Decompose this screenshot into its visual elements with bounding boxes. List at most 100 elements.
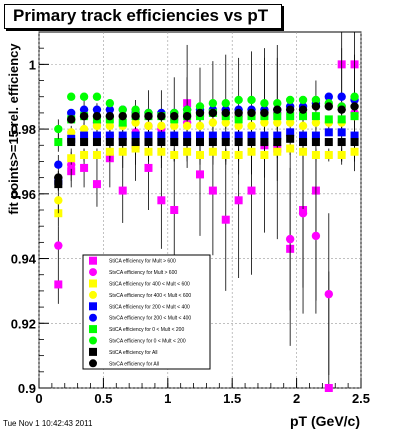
data-point (208, 131, 217, 140)
data-point (208, 99, 218, 108)
data-point (260, 108, 269, 118)
data-point (118, 131, 127, 140)
data-point (157, 131, 166, 140)
data-point (131, 105, 140, 114)
legend-marker (89, 290, 97, 299)
data-point (67, 128, 76, 137)
data-point (273, 99, 282, 108)
data-point (105, 105, 115, 114)
data-point (131, 138, 140, 147)
data-point (273, 118, 282, 127)
data-point (350, 147, 359, 156)
data-point (170, 138, 179, 147)
data-point (157, 147, 166, 156)
data-point (131, 111, 140, 121)
data-point (67, 92, 76, 101)
data-point (54, 241, 63, 250)
data-point (144, 131, 153, 140)
data-point (324, 289, 333, 299)
data-point (260, 138, 269, 147)
data-point (196, 138, 204, 147)
data-point (118, 105, 127, 114)
legend: StiCA efficiency for Mult > 600 StvCA eff… (82, 254, 211, 370)
data-point (92, 131, 101, 140)
data-point (208, 138, 217, 147)
data-point (118, 111, 127, 121)
data-point (299, 131, 308, 140)
data-point (234, 121, 243, 131)
data-point (247, 147, 256, 156)
data-point (260, 150, 269, 159)
data-point (337, 105, 346, 114)
data-point (54, 196, 63, 205)
y-axis-label: fit points>=15 rel. efficiency (6, 43, 21, 215)
data-point (350, 102, 359, 111)
data-point (324, 150, 333, 159)
data-point (144, 147, 153, 156)
data-point (311, 102, 321, 111)
data-point (105, 131, 114, 140)
data-point (144, 138, 153, 147)
data-point (337, 92, 346, 101)
data-point (144, 121, 153, 131)
data-point (221, 150, 230, 159)
data-point (195, 108, 205, 118)
data-point (67, 115, 76, 124)
data-point (311, 131, 320, 140)
data-point (247, 131, 256, 140)
data-point (324, 128, 333, 137)
data-point (221, 108, 230, 118)
data-point (105, 111, 115, 121)
data-point (311, 118, 321, 127)
data-point (221, 99, 230, 108)
data-point (247, 138, 256, 147)
data-point (260, 131, 269, 140)
data-point (105, 147, 114, 156)
data-point (337, 115, 346, 124)
data-point (92, 121, 102, 131)
legend-box (82, 254, 211, 370)
timestamp: Tue Nov 1 10:42:43 2011 (3, 419, 93, 428)
data-point (299, 138, 308, 147)
data-point (260, 99, 269, 108)
data-point (80, 131, 89, 140)
data-point (196, 170, 204, 179)
data-point (157, 196, 166, 205)
legend-label: StvCA efficiency for Mult > 600 (109, 270, 177, 276)
data-point (131, 144, 140, 153)
data-point (247, 108, 256, 118)
data-point (337, 138, 346, 147)
data-point (92, 150, 101, 159)
data-point (285, 105, 295, 114)
data-point (350, 92, 359, 101)
x-tick-label: 0.5 (94, 391, 112, 406)
x-tick-label: 1.5 (223, 391, 241, 406)
data-point (234, 115, 243, 124)
data-point (157, 138, 166, 147)
series-group (54, 134, 359, 191)
data-point (182, 105, 192, 114)
data-point (208, 186, 217, 195)
x-axis-label: pT (GeV/c) (290, 413, 360, 429)
data-point (118, 138, 127, 147)
data-point (350, 131, 359, 140)
x-tick-label: 1 (164, 391, 171, 406)
data-point (170, 111, 179, 121)
data-point (234, 131, 243, 140)
chart-title: Primary track efficiencies vs pT (13, 6, 269, 25)
data-point (54, 124, 63, 134)
data-point (285, 95, 295, 105)
legend-label: StiCA efficiency for 400 < Mult < 600 (109, 282, 190, 288)
data-point (208, 147, 217, 156)
data-point (54, 280, 63, 289)
data-point (79, 124, 89, 134)
series-group (54, 128, 359, 191)
data-point (170, 121, 179, 131)
legend-label: StiCA efficiency for Mult > 600 (109, 259, 176, 265)
data-point (157, 121, 166, 131)
data-point (208, 108, 218, 118)
data-point (183, 138, 192, 147)
data-point (92, 111, 102, 121)
data-point (92, 138, 101, 147)
data-point (273, 131, 282, 140)
